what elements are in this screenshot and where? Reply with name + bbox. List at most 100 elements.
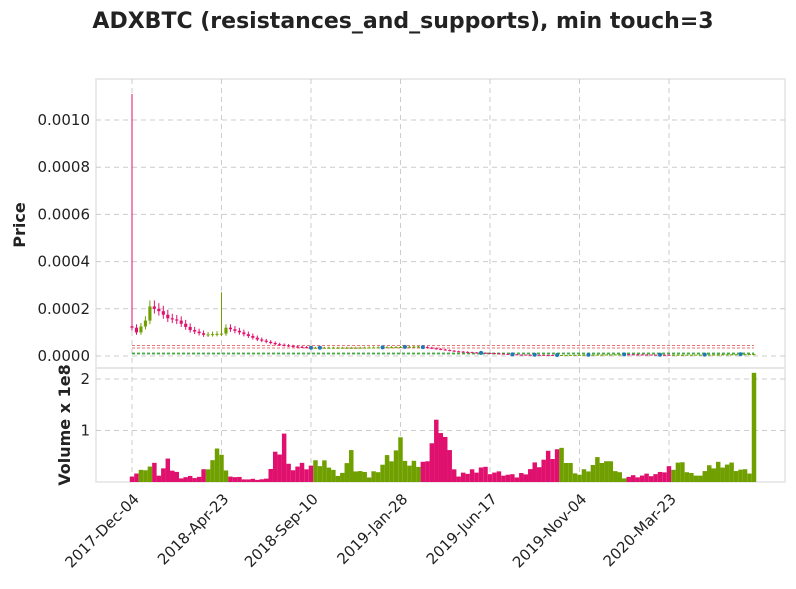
volume-bar	[675, 462, 681, 482]
volume-bar	[711, 468, 716, 482]
volume-bar	[532, 462, 537, 482]
volume-tick-label: 2	[80, 370, 90, 388]
volume-bar	[545, 450, 551, 482]
volume-bar	[375, 472, 381, 482]
volume-bar	[161, 468, 166, 482]
volume-bar	[228, 476, 233, 482]
price-candle	[210, 334, 215, 336]
price-candle	[322, 347, 326, 349]
price-candle	[492, 353, 497, 355]
volume-bar	[595, 457, 600, 482]
grid-layer	[96, 79, 785, 482]
volume-bar	[523, 474, 529, 482]
volume-bar	[290, 470, 296, 482]
price-candle	[363, 347, 367, 349]
price-tick-label: 0.0010	[38, 111, 91, 129]
price-candle	[354, 347, 358, 349]
volume-bar	[451, 469, 457, 482]
price-candle	[184, 323, 188, 327]
volume-bar	[621, 478, 627, 482]
price-candle	[457, 351, 461, 353]
volume-bar	[281, 433, 287, 482]
price-candle	[313, 347, 318, 349]
volume-bar	[630, 475, 636, 482]
price-candle	[287, 345, 291, 347]
price-candle	[202, 333, 206, 335]
volume-bar	[724, 464, 730, 482]
volume-axis-label: Volume x 1e8	[55, 364, 74, 485]
volume-bar	[536, 467, 542, 482]
volume-bar	[684, 472, 690, 482]
volume-bar	[626, 476, 631, 482]
price-candle	[694, 354, 698, 356]
volume-bar	[671, 469, 676, 482]
volume-bar	[353, 471, 358, 482]
volume-bar	[465, 473, 470, 482]
volume-bar	[165, 458, 171, 482]
volume-bar	[563, 462, 569, 482]
volume-bar	[268, 468, 273, 482]
volume-bar	[152, 462, 157, 482]
price-candle	[273, 343, 277, 345]
price-candle	[443, 349, 447, 351]
level-touch-marker	[586, 352, 591, 357]
volume-bar	[349, 450, 354, 482]
volume-bar	[317, 466, 323, 482]
price-candle	[483, 352, 488, 354]
volume-bar	[411, 460, 417, 482]
volume-bar	[698, 475, 703, 482]
axis-layer: 0.0000 0.0002 0.0004 0.0006 0.0008 0.0010 1 2 20…	[38, 111, 680, 572]
price-candle	[627, 354, 631, 356]
volume-bar	[644, 473, 649, 482]
volume-bar	[639, 475, 645, 482]
price-candle	[501, 353, 505, 355]
price-candle	[645, 354, 649, 356]
volume-bar	[147, 466, 153, 482]
volume-bar	[138, 469, 144, 482]
volume-bar	[496, 471, 502, 482]
candle-layer	[130, 94, 756, 358]
level-touch-marker	[555, 353, 560, 358]
price-candle	[506, 353, 510, 355]
price-candle	[170, 318, 174, 320]
volume-bar	[510, 474, 515, 482]
volume-bar	[389, 461, 394, 482]
price-candle	[385, 347, 389, 349]
volume-bar	[519, 473, 524, 482]
price-candle	[671, 354, 676, 356]
price-candle	[233, 329, 237, 331]
price-candle	[466, 351, 470, 353]
volume-bar	[416, 466, 421, 482]
volume-bar	[331, 469, 336, 482]
volume-bar	[223, 470, 229, 482]
level-touch-marker	[420, 345, 425, 350]
volume-bar	[398, 437, 403, 482]
volume-bar	[474, 472, 479, 482]
volume-bar	[689, 472, 694, 482]
price-candle	[376, 347, 380, 349]
price-candle	[452, 350, 456, 352]
price-candle	[175, 319, 179, 321]
price-candle	[582, 354, 586, 356]
volume-bar	[362, 471, 367, 482]
volume-bar	[434, 419, 439, 482]
price-candle	[161, 311, 165, 315]
price-candle	[604, 354, 608, 356]
volume-bar	[715, 461, 721, 482]
price-candle	[434, 348, 438, 350]
level-touch-marker	[622, 352, 627, 357]
volume-bar	[693, 475, 699, 482]
price-candle	[358, 347, 362, 349]
volume-bar	[183, 477, 188, 482]
price-candle	[488, 352, 492, 354]
volume-bar	[134, 473, 139, 482]
volume-bar	[662, 472, 667, 482]
price-candle	[631, 354, 635, 356]
volume-bar	[577, 474, 582, 482]
price-candle	[730, 354, 734, 356]
volume-bar	[680, 462, 685, 482]
price-candle	[300, 346, 304, 348]
price-candle	[698, 354, 702, 356]
price-candle	[269, 341, 273, 344]
